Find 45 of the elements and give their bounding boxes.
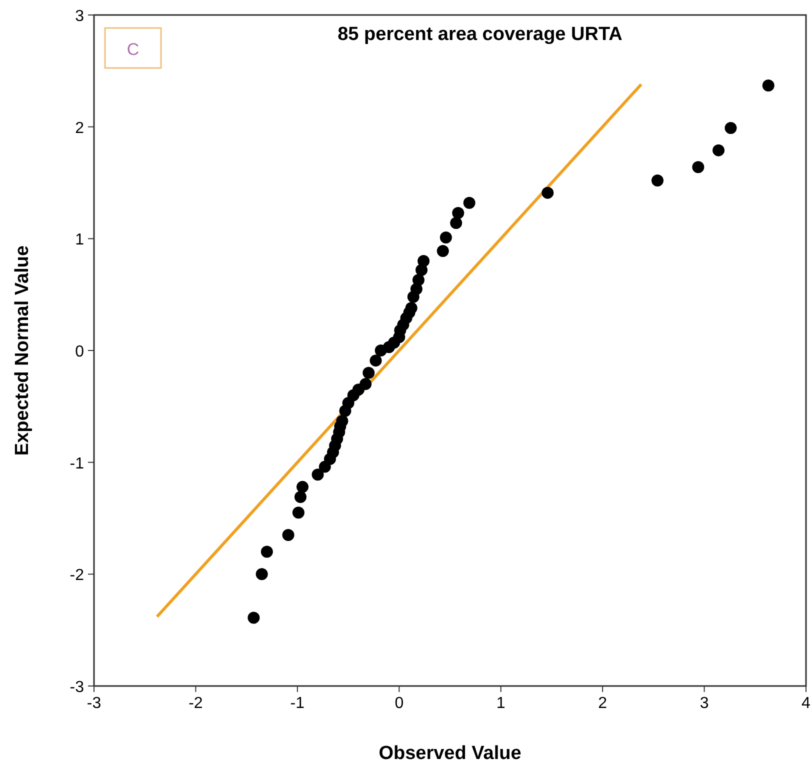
point [248,612,260,624]
point [260,546,273,558]
x-axis-title: Observed Value [378,743,522,764]
y-tick-label: 0 [75,344,84,360]
point [360,378,372,390]
x-tick-label: -3 [86,695,102,712]
point [312,468,324,481]
point [651,174,664,187]
point [724,122,737,134]
y-axis-title: Expected Normal Value [12,245,33,456]
point [463,196,476,209]
y-tick-label: 2 [75,120,84,137]
point [452,206,464,219]
point [418,255,430,268]
point [296,480,309,493]
point [450,217,462,230]
point [362,366,375,379]
point [370,354,382,367]
y-tick-label: -2 [70,567,84,584]
point [292,506,304,519]
point [762,79,774,92]
point [282,529,294,542]
text: 85 percent area coverage URTA [338,24,623,45]
y-tick-label: -1 [70,455,84,472]
point [336,414,348,427]
point [405,302,418,314]
annotation: C [126,40,140,59]
point [256,568,268,580]
y-tick-label: -3 [70,679,84,696]
x-tick-label: 4 [802,695,811,712]
x-tick-label: -1 [290,695,305,712]
point [436,244,449,257]
point [692,161,704,174]
y-tick-label: 3 [75,8,84,25]
point [712,144,725,156]
x-tick-label: 2 [598,695,608,712]
x-tick-label: 1 [496,695,506,712]
point [412,274,424,286]
point [542,186,554,199]
x-tick-label: 0 [394,695,404,712]
point [294,491,306,503]
point [440,232,452,244]
y-tick-label: 1 [75,232,84,249]
x-tick-label: 3 [700,695,709,712]
x-tick-label: -2 [188,695,203,712]
